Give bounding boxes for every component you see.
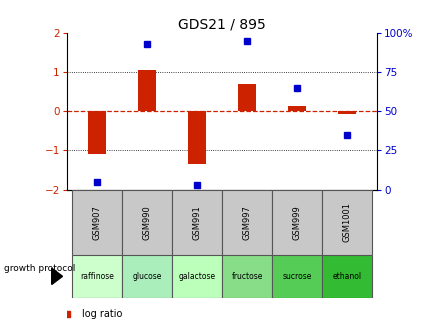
Text: GSM991: GSM991 <box>192 205 201 240</box>
Text: GSM1001: GSM1001 <box>342 202 351 242</box>
Bar <box>88 111 105 154</box>
Text: sucrose: sucrose <box>282 272 311 281</box>
Bar <box>338 111 355 114</box>
Bar <box>122 255 172 298</box>
Title: GDS21 / 895: GDS21 / 895 <box>178 18 265 31</box>
Bar <box>221 255 271 298</box>
Text: growth protocol: growth protocol <box>4 264 76 273</box>
Text: GSM990: GSM990 <box>142 205 151 240</box>
Text: log ratio: log ratio <box>82 309 122 319</box>
Text: GSM999: GSM999 <box>292 205 301 240</box>
Bar <box>221 190 271 255</box>
Text: ethanol: ethanol <box>332 272 361 281</box>
Bar <box>271 190 321 255</box>
Bar <box>238 84 255 111</box>
Polygon shape <box>52 268 62 284</box>
Text: glucose: glucose <box>132 272 161 281</box>
Bar <box>172 190 221 255</box>
Bar <box>321 255 371 298</box>
Text: galactose: galactose <box>178 272 215 281</box>
Bar <box>122 190 172 255</box>
Bar <box>321 190 371 255</box>
Text: GSM907: GSM907 <box>92 205 101 240</box>
Bar <box>188 111 205 164</box>
Bar <box>138 70 155 111</box>
Bar <box>72 255 122 298</box>
Bar <box>172 255 221 298</box>
Text: raffinose: raffinose <box>80 272 114 281</box>
Text: fructose: fructose <box>231 272 262 281</box>
Bar <box>288 106 305 111</box>
Bar <box>271 255 321 298</box>
Bar <box>72 190 122 255</box>
Text: GSM997: GSM997 <box>242 205 251 240</box>
